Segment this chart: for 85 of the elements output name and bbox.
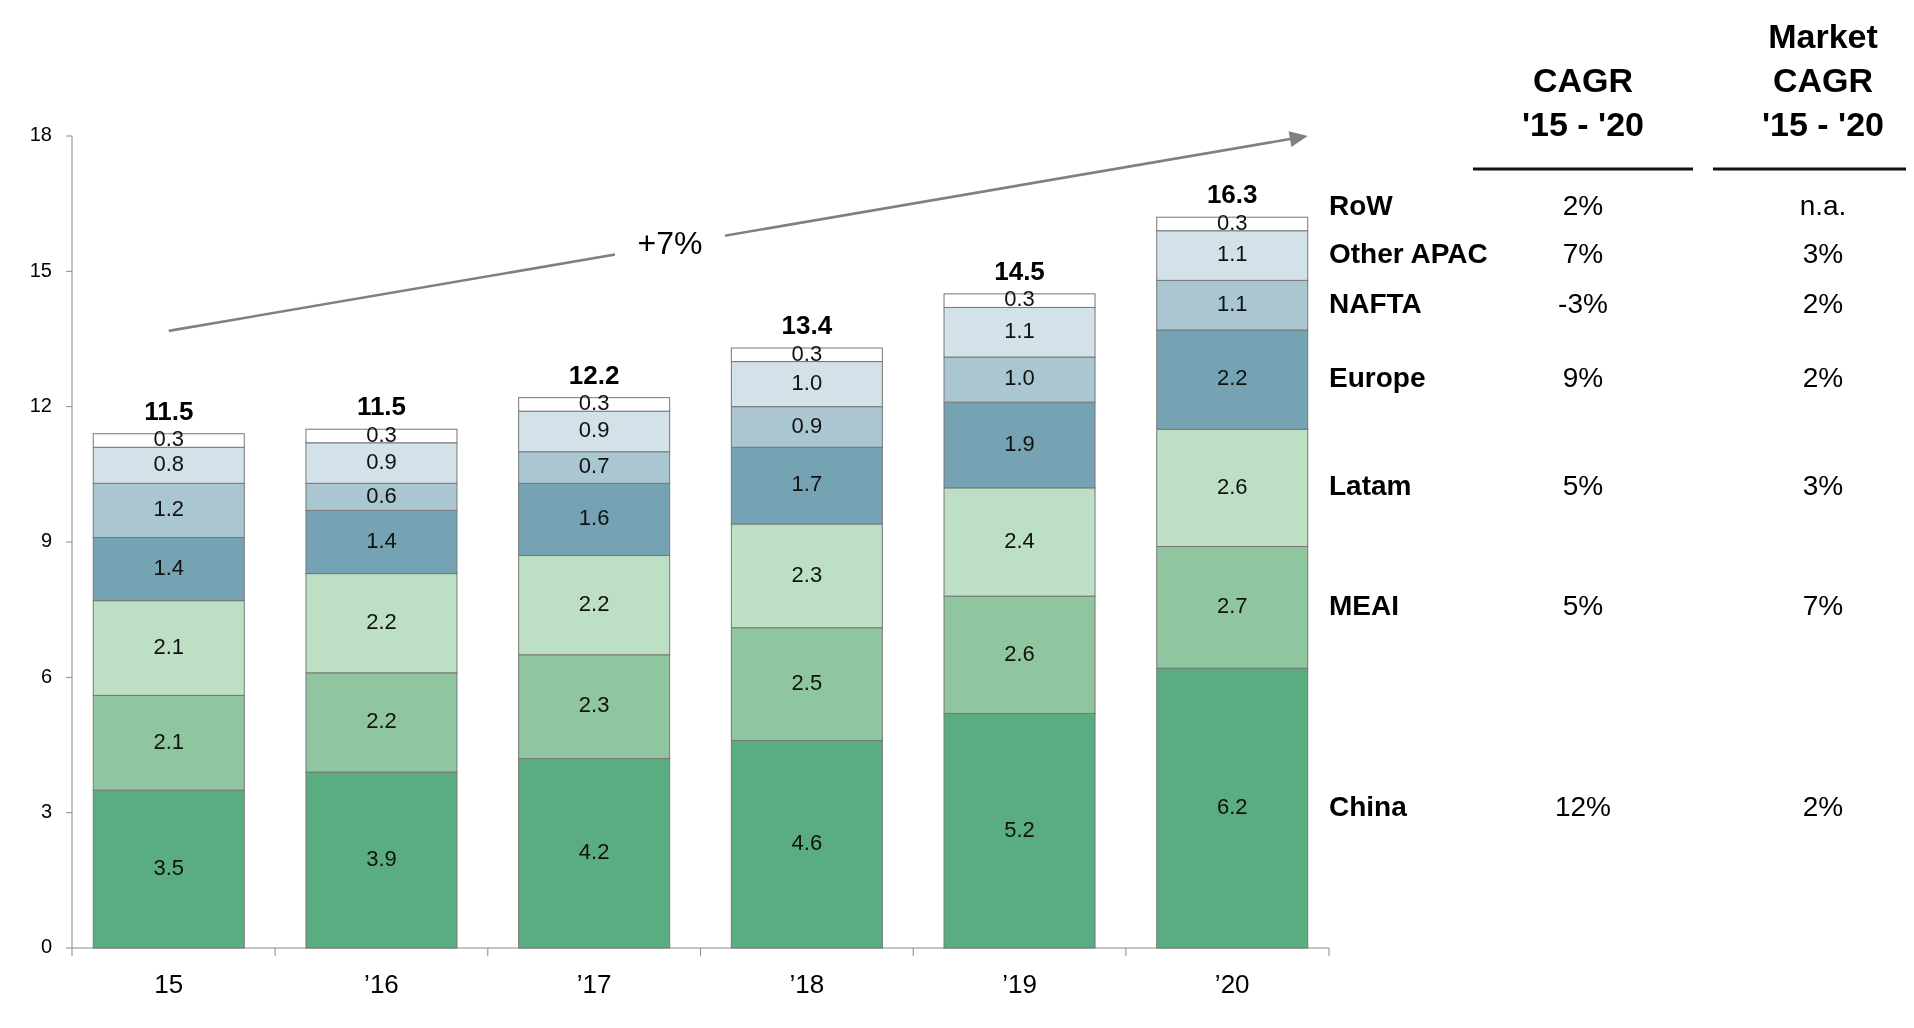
x-tick-label: ’18 xyxy=(789,969,825,999)
series-label: Europe xyxy=(1329,361,1426,393)
x-tick-label: 15 xyxy=(154,969,184,999)
data-label: 1.1 xyxy=(1216,241,1248,267)
data-label: 1.6 xyxy=(578,505,610,531)
data-label: 1.0 xyxy=(791,369,823,395)
y-tick-label: 0 xyxy=(40,935,52,958)
data-label: 1.1 xyxy=(1216,290,1248,316)
text: 7% xyxy=(1802,589,1844,621)
text: 2% xyxy=(1802,790,1844,822)
series-label: China xyxy=(1329,790,1408,822)
text: 3% xyxy=(1802,470,1844,502)
data-label: 2.7 xyxy=(1216,593,1248,619)
data-label: 1.7 xyxy=(791,471,823,497)
series-label: MEAI xyxy=(1329,589,1399,621)
data-label: 2.6 xyxy=(1004,640,1035,666)
data-label: 0.7 xyxy=(578,453,610,479)
data-label: 2.1 xyxy=(153,633,185,659)
data-label: 0.8 xyxy=(153,451,185,477)
data-label: 0.3 xyxy=(1216,209,1248,235)
total-label: 11.5 xyxy=(356,391,407,422)
data-label: 1.0 xyxy=(1004,365,1035,391)
series-label: NAFTA xyxy=(1329,287,1422,319)
data-label: 3.9 xyxy=(366,845,397,871)
text: 2% xyxy=(1562,189,1604,221)
total-label: 14.5 xyxy=(994,255,1045,286)
y-tick-label: 15 xyxy=(29,258,52,281)
data-label: 3.5 xyxy=(153,854,185,880)
text: 2% xyxy=(1802,287,1844,319)
text: 3% xyxy=(1802,237,1844,269)
text: n.a. xyxy=(1799,189,1847,221)
data-label: 2.5 xyxy=(791,669,823,695)
text: 9% xyxy=(1562,361,1604,393)
data-label: 0.6 xyxy=(366,482,397,508)
x-tick-label: ’16 xyxy=(364,969,399,999)
text: -3% xyxy=(1558,287,1608,319)
series-label: RoW xyxy=(1329,189,1394,221)
x-tick-label: ’19 xyxy=(1002,969,1037,999)
data-label: 0.9 xyxy=(366,448,397,474)
data-label: 6.2 xyxy=(1216,793,1248,819)
data-label: 2.4 xyxy=(1004,527,1035,553)
data-label: 0.3 xyxy=(1004,286,1035,312)
total-label: 11.5 xyxy=(144,395,194,426)
data-label: 1.4 xyxy=(366,527,397,553)
data-label: 1.9 xyxy=(1004,430,1035,456)
y-tick-label: 9 xyxy=(40,529,52,552)
text: 7% xyxy=(1562,237,1604,269)
data-label: 0.3 xyxy=(366,421,397,447)
data-label: 2.6 xyxy=(1216,473,1248,499)
data-label: 0.3 xyxy=(153,426,185,452)
y-tick-label: 18 xyxy=(29,123,52,146)
data-label: 0.9 xyxy=(791,412,823,438)
series-label: Latam xyxy=(1329,470,1412,502)
text: CAGR '15 - '20 xyxy=(1521,61,1645,143)
data-label: 1.2 xyxy=(153,496,185,522)
data-label: 2.1 xyxy=(153,728,185,754)
total-label: 16.3 xyxy=(1206,179,1258,210)
text: 5% xyxy=(1562,470,1604,502)
data-label: 0.3 xyxy=(578,390,610,416)
data-label: 1.1 xyxy=(1004,318,1035,344)
x-tick-label: ’17 xyxy=(576,969,612,999)
y-tick-label: 12 xyxy=(29,393,52,416)
y-tick-label: 6 xyxy=(40,664,52,687)
y-tick-label: 3 xyxy=(40,799,52,822)
text: Market CAGR '15 - '20 xyxy=(1761,17,1885,143)
data-label: 2.2 xyxy=(366,609,397,635)
text: 5% xyxy=(1562,589,1604,621)
data-label: 0.3 xyxy=(791,340,823,366)
data-label: 0.9 xyxy=(578,417,610,443)
data-label: 2.2 xyxy=(1216,365,1248,391)
data-label: 2.2 xyxy=(366,708,397,734)
total-label: 12.2 xyxy=(568,359,620,390)
data-label: 4.6 xyxy=(791,830,823,856)
text: 12% xyxy=(1554,790,1612,822)
data-label: 2.3 xyxy=(578,692,610,718)
data-label: 4.2 xyxy=(578,839,610,865)
x-tick-label: ’20 xyxy=(1214,969,1250,999)
series-label: Other APAC xyxy=(1329,237,1488,269)
data-label: 5.2 xyxy=(1004,816,1035,842)
data-label: 2.2 xyxy=(578,590,610,616)
total-label: 13.4 xyxy=(781,310,833,341)
data-label: 2.3 xyxy=(791,561,823,587)
text: 2% xyxy=(1802,361,1844,393)
data-label: 1.4 xyxy=(153,554,185,580)
annotation: +7% xyxy=(637,224,703,261)
